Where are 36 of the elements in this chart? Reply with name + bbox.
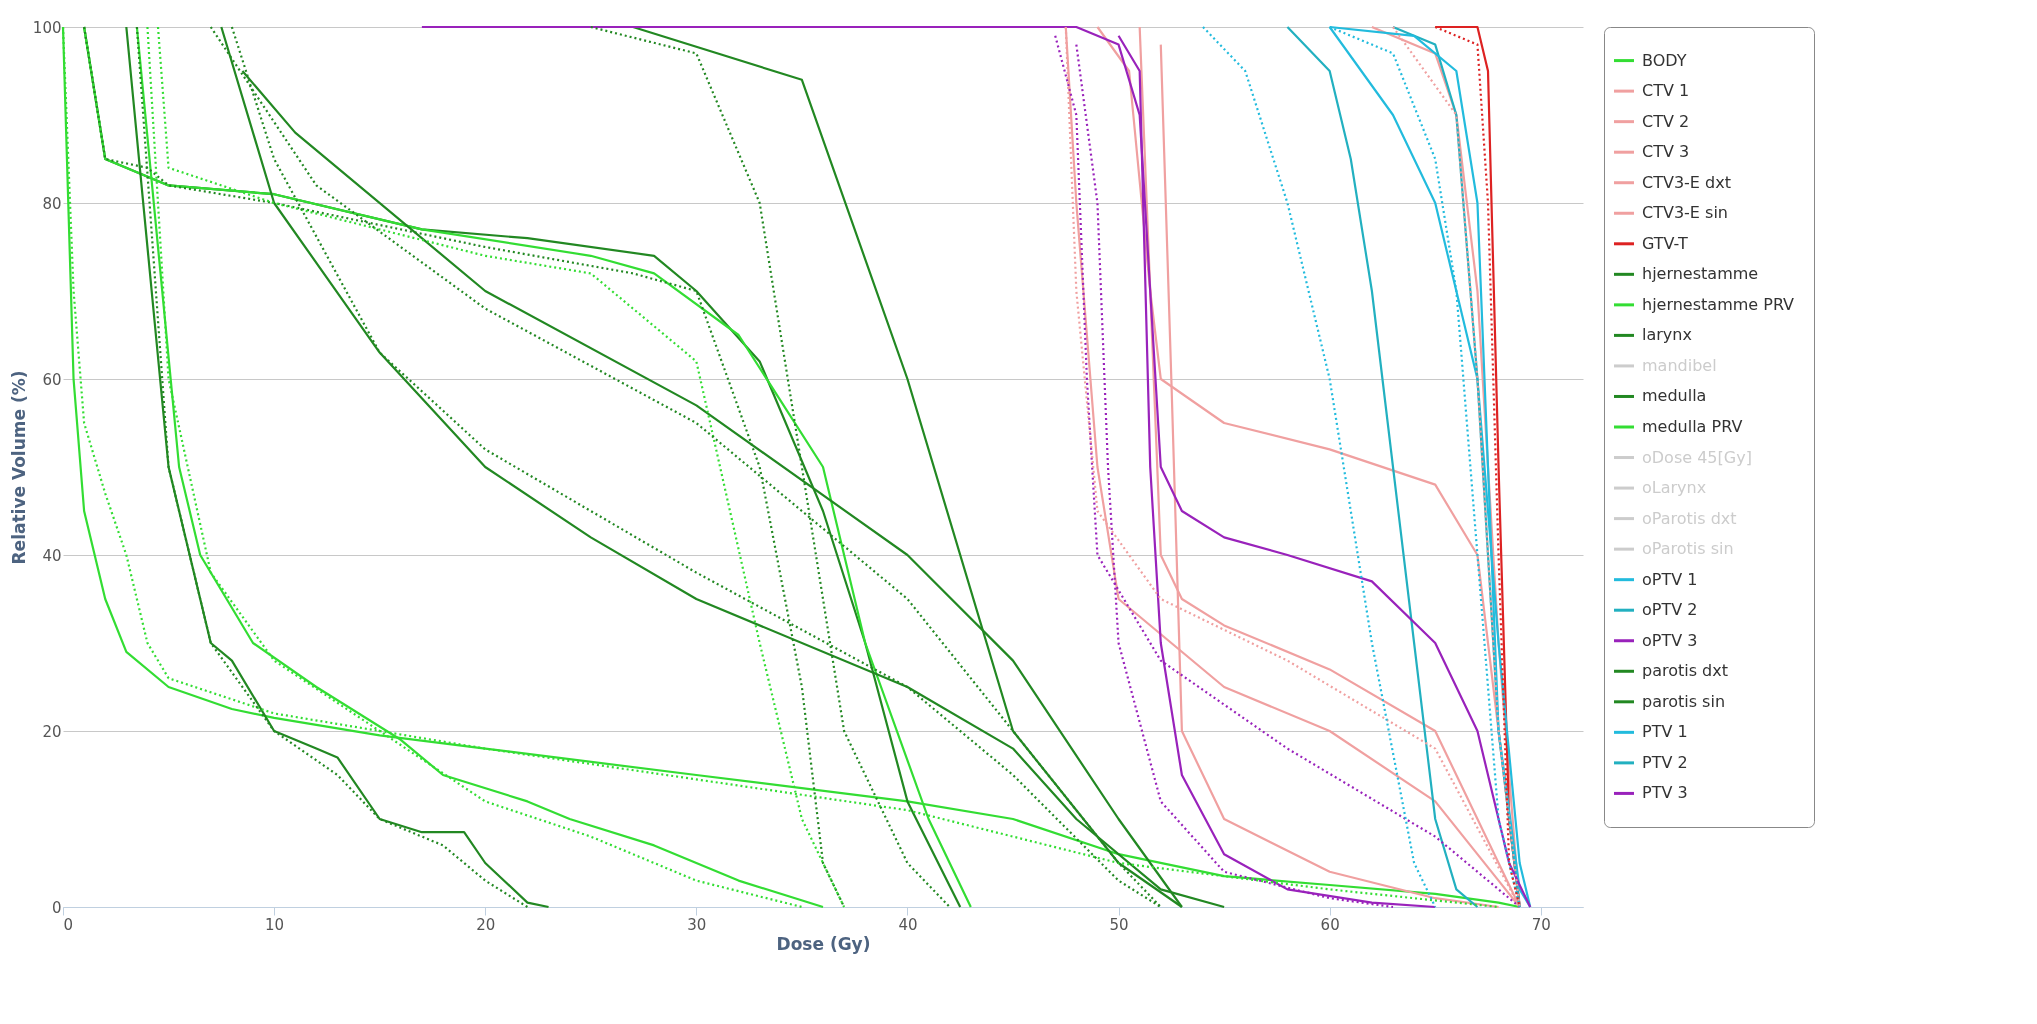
legend-label: oPTV 3 xyxy=(1642,630,1698,650)
y-tick-label: 20 xyxy=(42,722,62,741)
legend-label: GTV-T xyxy=(1642,233,1688,253)
y-tick-label: 0 xyxy=(51,898,62,917)
legend-label: hjernestamme PRV xyxy=(1642,294,1795,314)
legend-label: CTV 3 xyxy=(1642,142,1690,162)
x-tick-label: 30 xyxy=(687,915,707,934)
y-axis-title: Relative Volume (%) xyxy=(8,370,29,565)
legend-label: CTV 1 xyxy=(1642,81,1690,101)
y-tick-label: 40 xyxy=(42,546,62,565)
x-tick-label: 20 xyxy=(476,915,496,934)
legend-label: BODY xyxy=(1642,50,1687,70)
legend-label: parotis sin xyxy=(1642,691,1726,711)
y-tick-label: 60 xyxy=(42,370,62,389)
x-tick-label: 70 xyxy=(1531,915,1551,934)
legend-label: PTV 1 xyxy=(1642,722,1688,742)
x-tick-label: 10 xyxy=(265,915,285,934)
legend-label: medulla PRV xyxy=(1642,417,1743,436)
legend-label: larynx xyxy=(1642,325,1692,345)
legend-label: PTV 2 xyxy=(1642,752,1688,772)
legend-label: parotis dxt xyxy=(1642,661,1729,681)
x-tick-label: 0 xyxy=(63,915,74,934)
legend-label: hjernestamme xyxy=(1642,264,1759,284)
legend-label: medulla xyxy=(1642,386,1707,406)
x-tick-label: 60 xyxy=(1320,915,1340,934)
y-tick-label: 100 xyxy=(32,18,62,37)
legend-label: CTV3-E dxt xyxy=(1642,172,1731,192)
x-tick-label: 50 xyxy=(1109,915,1129,934)
legend-label: CTV3-E sin xyxy=(1642,203,1728,223)
legend-label: PTV 3 xyxy=(1642,783,1688,803)
legend-label: oPTV 1 xyxy=(1642,569,1698,589)
legend-label: oPTV 2 xyxy=(1642,600,1698,620)
x-tick-label: 40 xyxy=(898,915,918,934)
y-tick-label: 80 xyxy=(42,194,62,213)
x-axis-title: Dose (Gy) xyxy=(776,933,871,954)
legend-label: CTV 2 xyxy=(1642,111,1690,131)
